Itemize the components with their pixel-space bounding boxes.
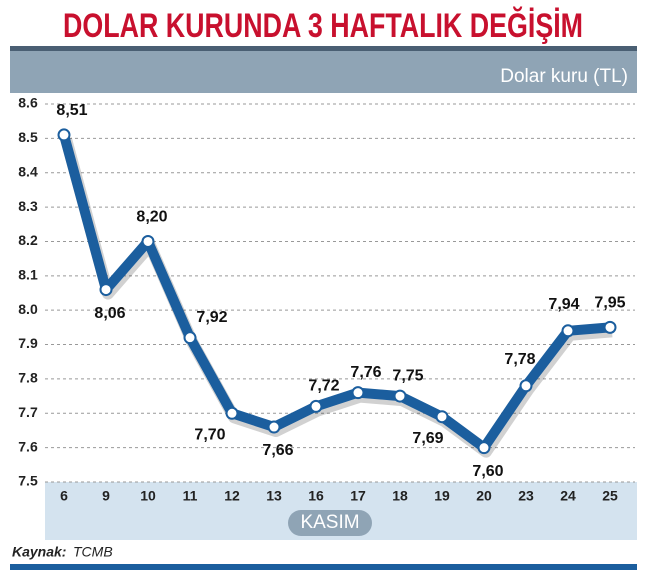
point: [267, 420, 281, 434]
point: [351, 386, 365, 400]
value-label: 7,70: [194, 426, 225, 443]
y-tick-label: 8.6: [18, 95, 38, 111]
value-label: 7,66: [262, 442, 293, 459]
value-label: 7,76: [350, 364, 381, 381]
y-tick-label: 8.3: [18, 198, 38, 214]
point: [141, 234, 155, 248]
header-rule: [10, 46, 637, 51]
x-tick-label: 10: [140, 488, 156, 504]
chart-title: DOLAR KURUNDA 3 HAFTALIK DEĞİŞİM: [63, 7, 583, 45]
value-label: 7,78: [504, 351, 535, 368]
y-tick-label: 8.5: [18, 129, 38, 145]
point: [519, 379, 533, 393]
point: [477, 441, 491, 455]
line: [60, 137, 613, 458]
value-label: 7,72: [308, 378, 339, 395]
point: [603, 320, 617, 334]
x-tick-label: 9: [102, 488, 110, 504]
footer-rule: [10, 564, 637, 570]
value-label: 8,06: [94, 305, 125, 322]
y-tick-label: 8.1: [18, 267, 38, 283]
point: [309, 399, 323, 413]
x-tick-label: 20: [476, 488, 492, 504]
y-tick-label: 7.8: [18, 370, 38, 386]
point: [57, 128, 71, 142]
y-axis-label: Dolar kuru (TL): [500, 66, 628, 87]
value-label: 8,20: [136, 209, 167, 226]
value-label: 8,51: [56, 102, 87, 119]
x-tick-label: 12: [224, 488, 240, 504]
source-label: Kaynak:: [12, 544, 66, 560]
x-axis-label: KASIM: [300, 512, 359, 533]
value-label: 7,60: [472, 463, 503, 480]
value-label: 7,94: [548, 296, 579, 313]
source: TCMB: [73, 544, 113, 560]
value-label: 7,95: [594, 295, 625, 312]
x-tick-label: 16: [308, 488, 324, 504]
y-tick-label: 8.4: [18, 163, 38, 179]
y-tick-label: 8.2: [18, 232, 38, 248]
x-tick-label: 19: [434, 488, 450, 504]
line: [59, 129, 615, 453]
value-label: 7,92: [196, 309, 227, 326]
x-axis-pill: [288, 510, 372, 536]
y-tick-label: 7.9: [18, 335, 38, 351]
y-tick-label: 7.5: [18, 473, 38, 489]
x-tick-label: 11: [183, 488, 198, 504]
point: [99, 283, 113, 297]
y-tick-label: 7.6: [18, 438, 38, 454]
point: [435, 410, 449, 424]
value-label: 7,75: [392, 367, 423, 384]
point: [561, 324, 575, 338]
y-tick-label: 8.0: [18, 301, 38, 317]
header-band: [10, 51, 637, 93]
point: [225, 406, 239, 420]
x-tick-label: 24: [560, 488, 576, 504]
x-tick-label: 6: [60, 488, 68, 504]
x-tick-label: 17: [350, 488, 366, 504]
point: [393, 389, 407, 403]
x-tick-label: 23: [518, 488, 534, 504]
value-label: 7,69: [412, 430, 443, 447]
x-tick-label: 18: [392, 488, 408, 504]
x-tick-label: 13: [266, 488, 282, 504]
x-tick-label: 25: [602, 488, 618, 504]
point: [183, 331, 197, 345]
y-tick-label: 7.7: [18, 404, 38, 420]
